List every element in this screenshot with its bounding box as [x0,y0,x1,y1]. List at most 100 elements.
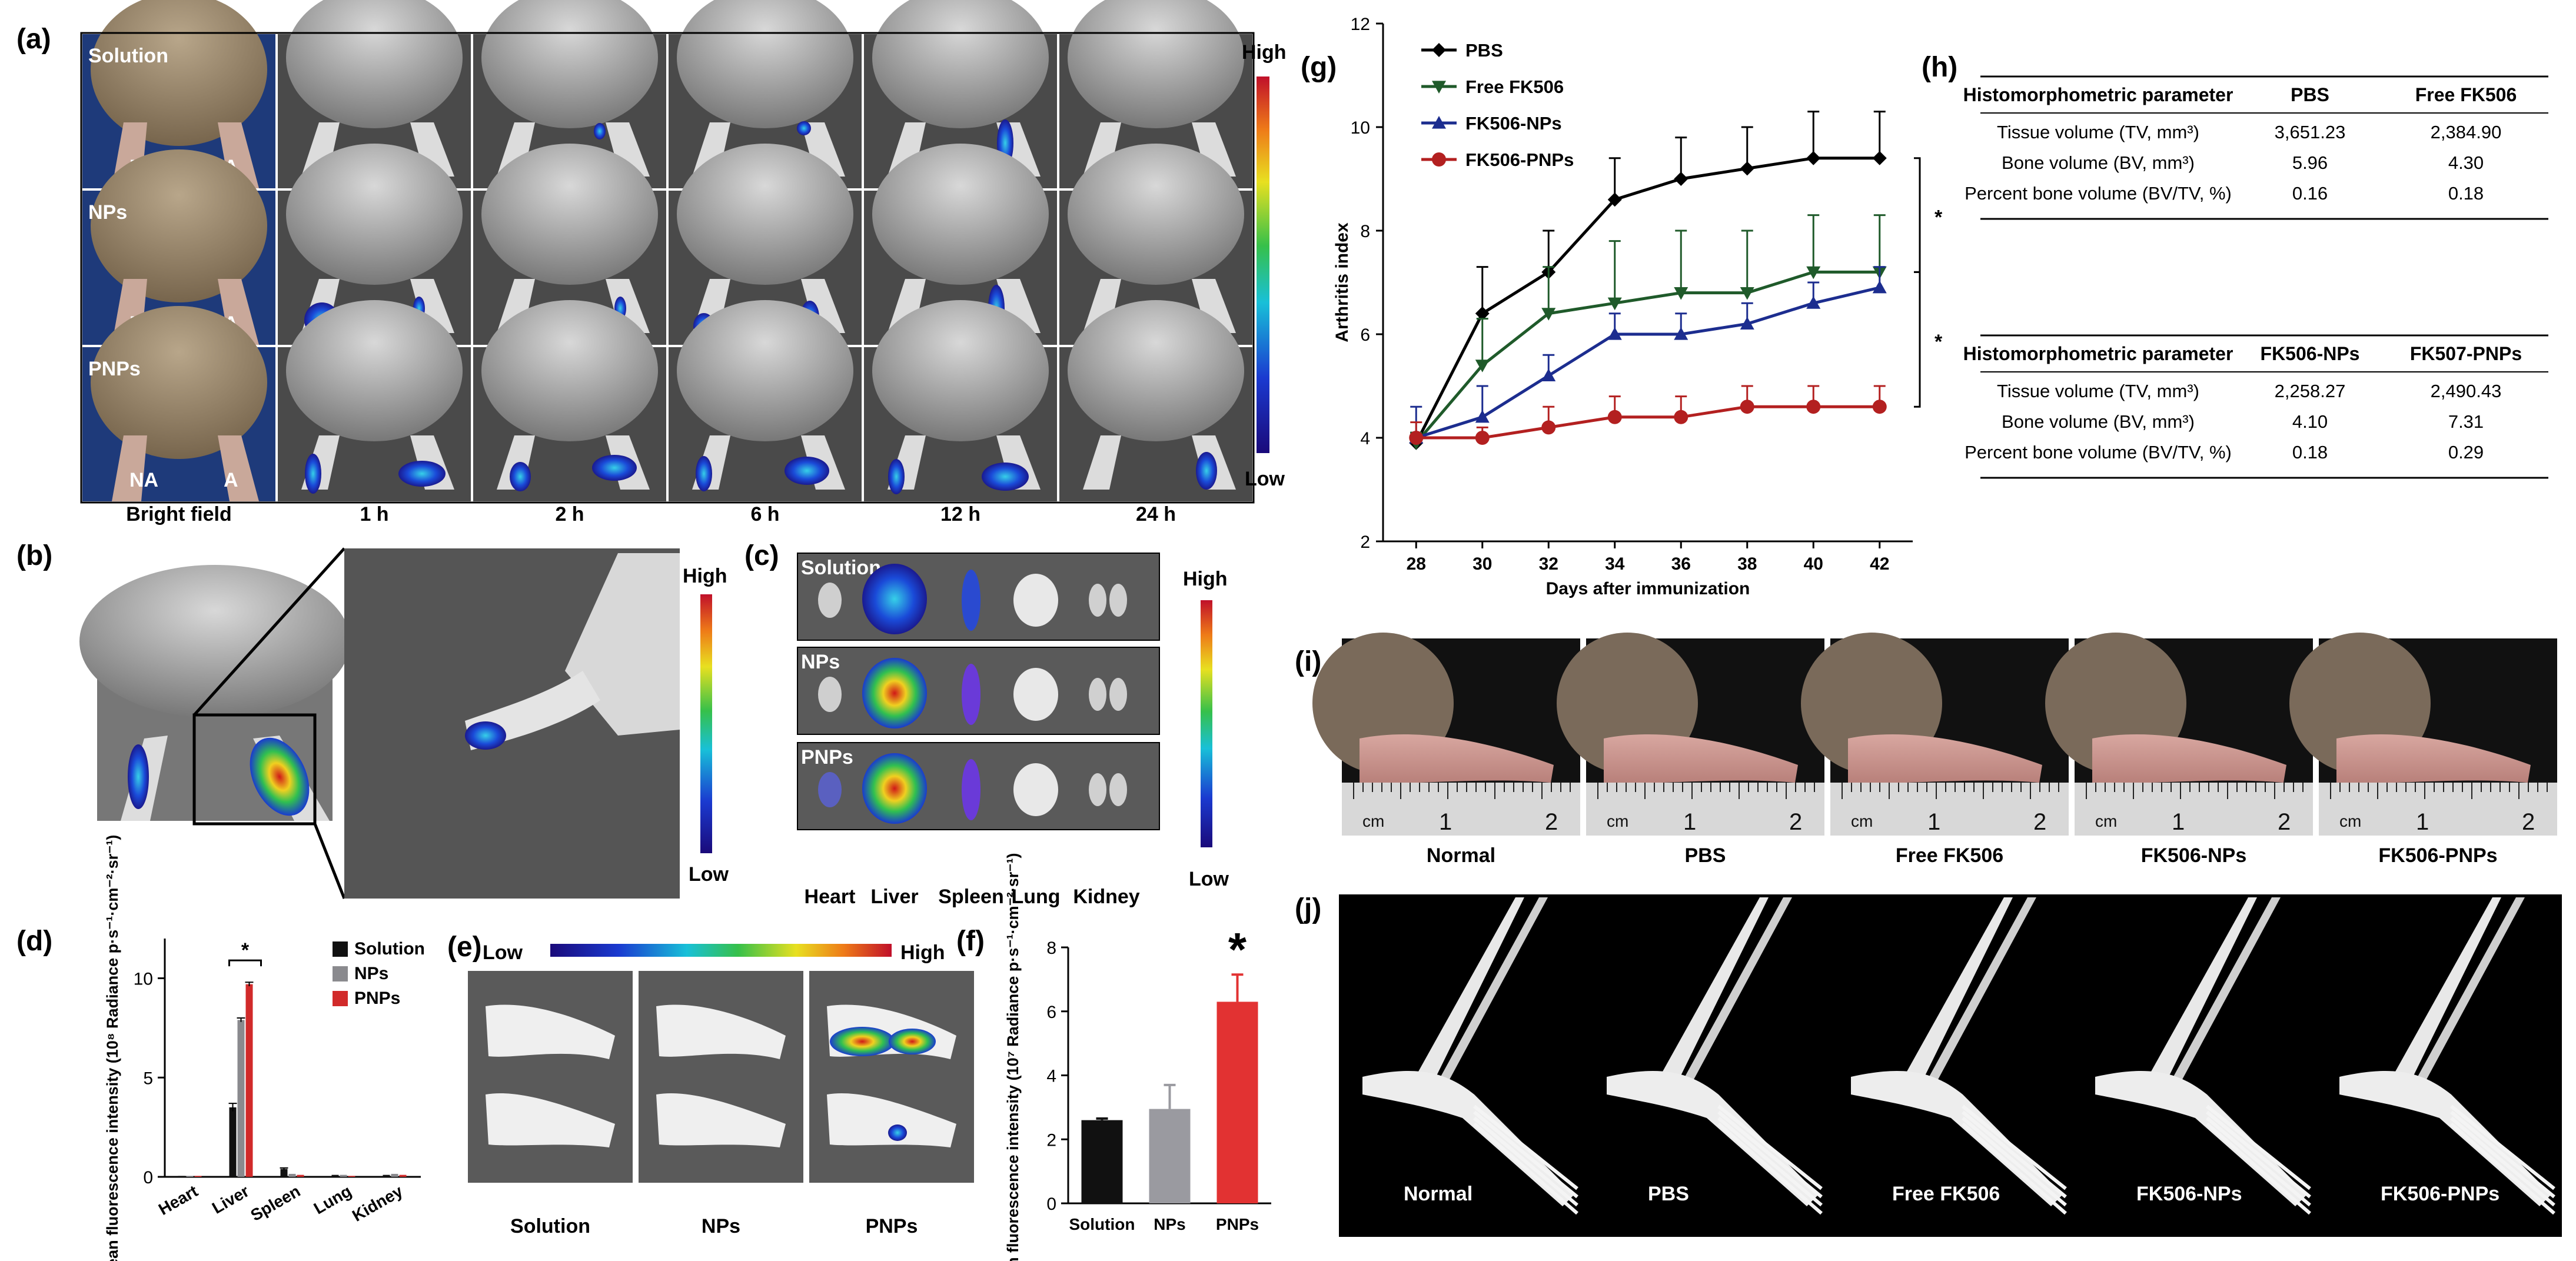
colorbar-gradient [1257,76,1269,453]
image-cell [1059,300,1252,501]
panel-g: (g) 2 4 6 8 10 12 28 30 32 34 36 38 40 42 Days after i… [1301,15,1943,598]
bar [280,1169,288,1177]
spleen-shape [962,759,980,820]
organ-label: Spleen [938,886,1003,908]
table-row-label: Percent bone volume (BV/TV, %) [1965,442,2232,463]
panel-e-paw-images: Solution NPs PNPs [468,971,974,1237]
significance-bracket [1914,271,1921,408]
y-tick-label: 8 [1360,222,1370,241]
y-tick-label: 2 [1046,1130,1056,1150]
y-tick-label: 0 [143,1168,153,1187]
kidney-shape [1109,773,1127,806]
image-cell [473,300,666,501]
toe-bone [1962,1110,2067,1199]
foot-bones-shape [2095,1071,2307,1206]
y-tick-label: 5 [143,1069,153,1088]
table-cell: 3,651.23 [2275,122,2346,142]
mouse-body [481,144,658,285]
mouse-body [1068,0,1244,128]
histomorphometric-table-2: Histomorphometric parameter FK506-NPs FK50… [1963,334,2548,479]
column-label: 12 h [940,503,980,525]
histomorphometric-table-1: Histomorphometric parameter PBS Free FK506… [1963,75,2548,220]
kidney-shape [1089,678,1106,711]
kidney-shape [1089,584,1106,617]
mouse-body [286,300,463,441]
ruler-label: 2 [2522,809,2535,835]
data-point [1475,360,1490,372]
colorbar-gradient [1201,600,1212,847]
data-point [1872,151,1887,165]
group-label: FK506-NPs [2136,1183,2242,1205]
table-cell: 0.18 [2292,442,2328,463]
y-axis-label: Mean fluorescence intensity (10⁸ Radianc… [104,835,121,1261]
tibia-shape [2392,897,2501,1083]
heart-shape [818,677,842,712]
y-axis-label: Arthritis index [1332,222,1352,342]
signal-spot [785,457,829,485]
group-label: FK506-PNPs [2381,1183,2499,1205]
data-point [1872,400,1887,414]
ruler-label: 2 [2033,809,2046,835]
panel-g-label: (g) [1301,52,1337,83]
bar [391,1173,398,1177]
toe-bone [1962,1104,2067,1190]
panel-i-paw-photos: cm 1 2 Normal cm 1 2 PBS cm 1 2 Free FK506 cm 1 2 FK506… [1312,633,2557,867]
fibula-shape [1683,897,1792,1083]
paw-photo-cell: cm 1 2 FK506-PNPs [2289,633,2557,867]
significance-marker: * [241,939,250,961]
mouse-body [286,144,463,285]
y-tick-label: 10 [134,970,153,989]
ruler-label: 1 [1927,809,1940,835]
ruler-label: cm [2095,812,2117,830]
row-label: PNPs [801,746,853,768]
series-line [1415,157,1880,444]
data-point [1409,431,1424,445]
panel-a-label: (a) [16,24,51,55]
data-point [1607,327,1622,340]
significance-marker: * [1935,331,1943,353]
group-label: FK506-PNPs [2378,844,2497,867]
data-point [1740,317,1754,330]
y-axis-label: Mean fluorescence intensity (10⁷ Radianc… [1004,853,1022,1261]
table-row-label: Bone volume (BV, mm³) [2002,152,2195,173]
data-point [1475,410,1490,423]
panel-c-organ-images: Solution NPs PNPs [797,553,1160,830]
x-tick-label: 42 [1870,554,1889,574]
paw-shape [1360,734,1554,784]
image-cell [864,0,1057,188]
panel-j-label: (j) [1295,893,1321,924]
legend-label: PNPs [354,989,400,1008]
table-cell: 5.96 [2292,152,2328,173]
signal-spot [830,1027,895,1056]
toe-bone [2450,1104,2555,1190]
colorbar-high-label: High [1242,41,1287,64]
kidney-shape [1109,678,1127,711]
mouse-body [91,149,267,302]
bone-render-cell: PBS [1607,897,1823,1215]
panel-a: (a) SolutionNAANPsNAAPNPsNAA Bright fiel… [16,0,1287,525]
panel-a-colorbar: High Low [1242,41,1287,490]
toe-bone [2206,1110,2311,1199]
x-tick-label: Liver [209,1182,252,1217]
heart-shape [818,583,842,618]
paw-image-cell: Solution [468,971,633,1237]
data-point [1740,161,1754,176]
table-header: FK506-NPs [2261,343,2360,364]
colorbar-low-label: Low [1189,868,1229,890]
panel-i-label: (i) [1295,646,1321,677]
colorbar-high-label: High [683,565,727,587]
mouse-body [872,0,1049,128]
bar [288,1173,296,1177]
data-point [1541,308,1556,321]
paw-image-cell: PNPs [809,971,974,1237]
image-cell [278,300,471,501]
bar [399,1175,407,1177]
data-point [1674,327,1688,340]
colorbar-low-label: Low [1245,468,1285,490]
mouse-body [481,0,658,128]
colorbar-low-label: Low [689,863,729,886]
data-point [1475,306,1490,321]
foot-bones-shape [1851,1071,2063,1206]
paw-shape [2092,734,2286,784]
table-cell: 2,258.27 [2275,381,2346,401]
